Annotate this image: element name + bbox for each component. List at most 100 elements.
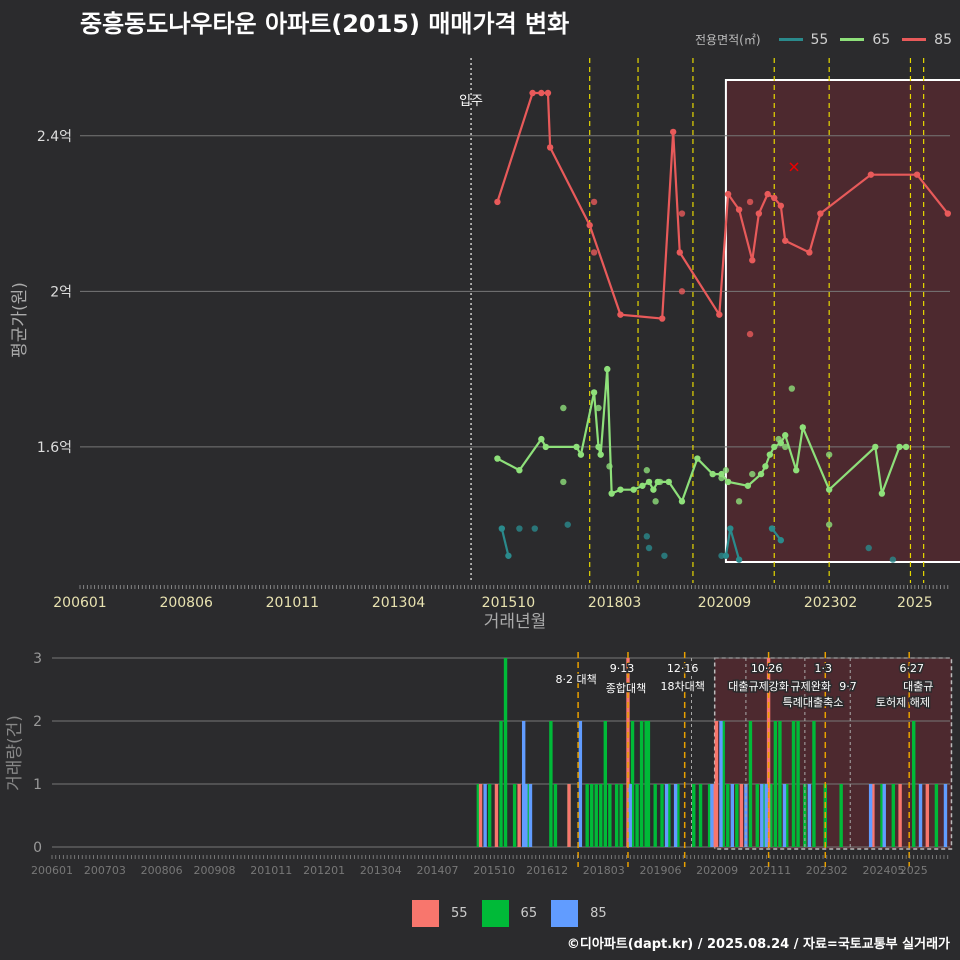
- bar-65: [639, 721, 644, 847]
- x-tick-label: 201906: [639, 864, 681, 877]
- bar-65: [912, 721, 916, 847]
- data-point-65: [744, 482, 752, 489]
- bar-65: [476, 784, 481, 847]
- bar-85: [943, 784, 948, 847]
- data-point-55: [645, 544, 653, 552]
- data-point-65: [724, 478, 732, 486]
- data-point-65: [604, 365, 611, 373]
- bar-85: [882, 784, 886, 847]
- data-point-65: [656, 478, 664, 486]
- legend-bottom-85: 85: [551, 900, 607, 927]
- data-point-85: [867, 171, 875, 178]
- bar-85: [664, 784, 669, 847]
- bar-65: [487, 784, 492, 847]
- x-tick-label: 200806: [141, 864, 183, 877]
- policy-annotation: 종합대책: [606, 682, 646, 695]
- bar-65: [880, 784, 884, 847]
- data-point-85: [538, 89, 545, 97]
- x-tick-label: 202302: [804, 595, 857, 611]
- bar-65: [614, 784, 619, 847]
- x-tick-label: 202405: [862, 864, 904, 877]
- bar-85: [710, 784, 714, 847]
- y-tick-label: 0: [33, 840, 42, 856]
- policy-annotation: 6·27: [899, 662, 924, 675]
- bar-85: [719, 721, 723, 847]
- x-tick-label: 2025: [897, 595, 933, 611]
- data-point-65: [878, 490, 886, 497]
- data-point-85: [777, 202, 785, 209]
- data-point-85: [590, 249, 598, 256]
- policy-annotation: 1·3: [815, 662, 833, 675]
- data-point-85: [586, 222, 593, 229]
- data-point-65: [608, 490, 615, 497]
- bar-55: [567, 784, 571, 847]
- bar-65: [667, 784, 671, 847]
- bar-65: [785, 784, 789, 847]
- x-tick-label: 202009: [696, 864, 738, 877]
- x-tick-label: 201510: [473, 864, 515, 877]
- data-point-85: [771, 194, 778, 202]
- legend-item-85: 85: [902, 32, 952, 48]
- data-point-65: [902, 443, 910, 451]
- policy-annotation: 18차대책: [661, 680, 705, 693]
- data-point-55: [889, 556, 897, 563]
- y-tick-label: 1.6억: [37, 440, 72, 456]
- bar-65: [590, 784, 594, 847]
- series-line-55: [500, 528, 510, 557]
- bar-65: [599, 784, 603, 847]
- data-point-85: [724, 190, 732, 198]
- data-point-85: [546, 144, 554, 151]
- policy-annotation: 9·13: [610, 662, 635, 675]
- bar-55: [478, 784, 483, 847]
- bar-85: [578, 721, 583, 847]
- x-tick-label: 202111: [749, 864, 791, 877]
- bar-65: [526, 784, 530, 847]
- data-point-55: [505, 552, 512, 559]
- bar-65: [755, 784, 759, 847]
- bar-65: [499, 721, 503, 847]
- x-tick-label: 202302: [806, 864, 848, 877]
- bar-85: [521, 721, 526, 847]
- bar-55: [517, 784, 521, 847]
- data-point-65: [573, 443, 580, 451]
- bar-65: [707, 784, 712, 847]
- bar-65: [769, 784, 773, 847]
- bar-85: [524, 784, 528, 847]
- data-point-85: [749, 257, 756, 264]
- bar-85: [764, 784, 769, 847]
- x-tick-label: 201407: [417, 864, 459, 877]
- y-tick-label: 2.4억: [37, 129, 72, 145]
- data-point-55: [643, 533, 651, 540]
- data-point-55: [865, 544, 872, 552]
- data-point-65: [762, 463, 769, 470]
- highlight-box: [713, 657, 953, 850]
- bar-65: [692, 784, 696, 847]
- bar-85: [868, 784, 873, 847]
- bar-65: [934, 784, 939, 847]
- data-point-85: [544, 89, 552, 97]
- bar-65: [812, 721, 816, 847]
- bar-85: [730, 784, 735, 847]
- bar-65: [773, 721, 778, 847]
- bar-65: [594, 784, 598, 847]
- bar-65: [676, 784, 680, 847]
- y-axis-title: 평균가(원): [10, 282, 30, 358]
- highlight-box: [724, 79, 960, 563]
- bar-55: [898, 784, 902, 847]
- bar-65: [891, 784, 896, 847]
- data-point-65: [643, 467, 651, 474]
- data-point-65: [595, 404, 602, 412]
- data-point-85: [676, 249, 683, 256]
- x-tick-label: 201510: [482, 595, 535, 611]
- x-tick-label: 201612: [526, 864, 568, 877]
- x-axis-title: 거래년월: [484, 612, 547, 632]
- bar-65: [726, 784, 730, 847]
- data-point-65: [560, 404, 567, 412]
- data-point-65: [630, 486, 637, 493]
- bar-85: [628, 784, 632, 847]
- policy-annotation: 토허제 해제: [876, 695, 930, 709]
- data-point-55: [498, 525, 506, 532]
- data-point-65: [722, 467, 730, 474]
- x-tick-label: 201011: [266, 595, 319, 611]
- data-point-65: [645, 478, 653, 486]
